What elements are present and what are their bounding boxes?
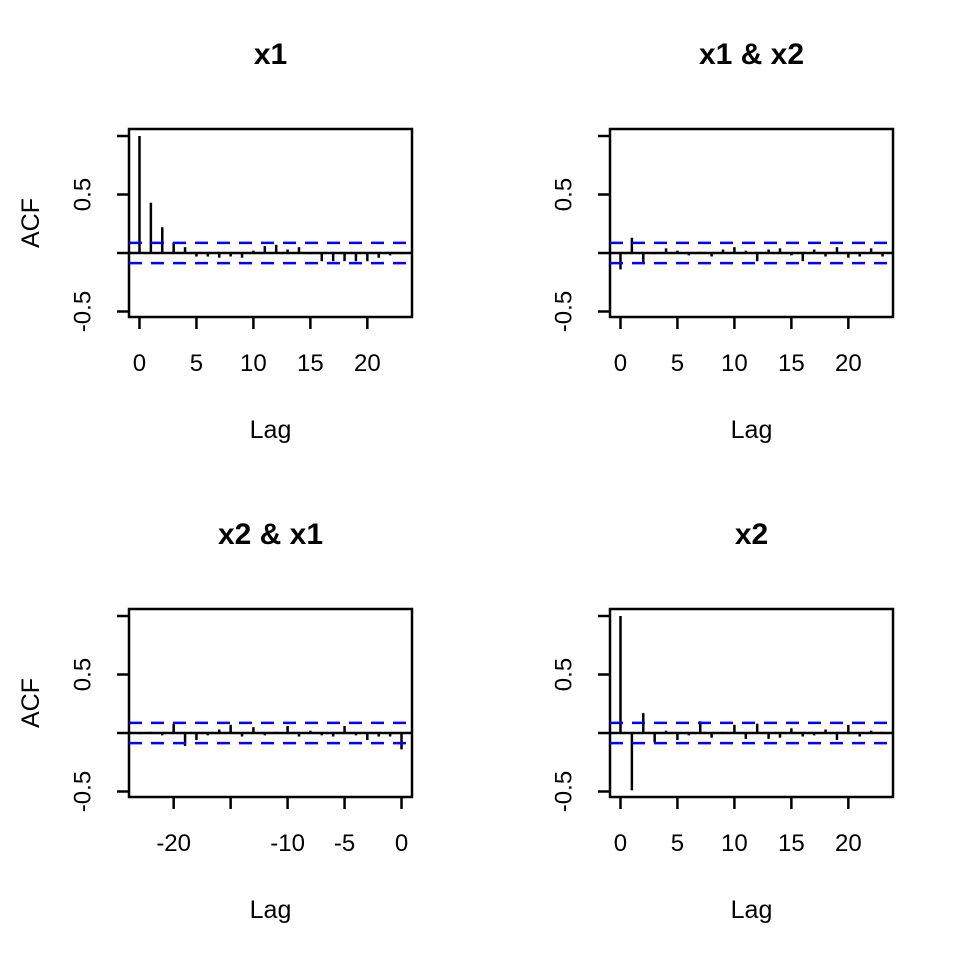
x-tick-label: -5 <box>334 830 355 857</box>
panel-x1-and-x2: 0 5 10 15 20 0.5 -0.5 <box>551 127 895 377</box>
x-tick-label: 0 <box>395 830 408 857</box>
yaxis-label-bottom: ACF <box>17 678 45 728</box>
y-tick-label: -0.5 <box>551 771 578 812</box>
xaxis-label-top-left: Lag <box>249 416 292 444</box>
x-axis: 0 5 10 15 20 <box>133 317 381 377</box>
x-tick-label: 5 <box>190 350 203 377</box>
yaxis-label-top: ACF <box>17 198 45 248</box>
y-axis: 0.5 -0.5 <box>70 614 129 812</box>
y-tick-label: 0.5 <box>551 178 578 211</box>
x-tick-label: 5 <box>671 830 684 857</box>
x-tick-label: 0 <box>614 350 627 377</box>
panel-x2-and-x1: -20 -10 -5 0 0.5 -0.5 <box>70 607 414 857</box>
plot-box <box>127 607 414 799</box>
x-tick-label: 5 <box>671 350 684 377</box>
x-axis: 0 5 10 15 20 <box>614 797 862 857</box>
y-tick-label: 0.5 <box>551 658 578 691</box>
xaxis-label-bottom-left: Lag <box>249 896 292 924</box>
plot-box <box>608 607 895 799</box>
y-tick-label: 0.5 <box>70 658 97 691</box>
y-tick-label: 0.5 <box>70 178 97 211</box>
plot-box <box>608 127 895 319</box>
x-tick-label: -10 <box>270 830 305 857</box>
x-tick-label: 10 <box>240 350 267 377</box>
acf-bars <box>138 136 403 262</box>
x-tick-label: 15 <box>297 350 324 377</box>
acf-bars <box>138 723 403 750</box>
x-axis: 0 5 10 15 20 <box>614 317 862 377</box>
panel-title-x2: x2 <box>734 518 769 551</box>
y-axis: 0.5 -0.5 <box>551 134 610 332</box>
panel-title-x2-x1: x2 & x1 <box>217 518 324 551</box>
plot-box <box>127 127 414 319</box>
x-tick-label: 0 <box>133 350 146 377</box>
x-axis: -20 -10 -5 0 <box>156 797 408 857</box>
y-axis: 0.5 -0.5 <box>551 614 610 812</box>
x-tick-label: 10 <box>721 350 748 377</box>
x-tick-label: 20 <box>354 350 381 377</box>
x-tick-label: -20 <box>156 830 191 857</box>
acf-bars <box>619 237 884 270</box>
xaxis-label-bottom-right: Lag <box>730 896 773 924</box>
x-tick-label: 20 <box>835 830 862 857</box>
y-tick-label: -0.5 <box>70 771 97 812</box>
y-tick-label: -0.5 <box>551 291 578 332</box>
y-tick-label: -0.5 <box>70 291 97 332</box>
panel-title-x1-x2: x1 & x2 <box>698 38 805 71</box>
x-tick-label: 10 <box>721 830 748 857</box>
x-tick-label: 20 <box>835 350 862 377</box>
acf-bars <box>619 616 884 791</box>
xaxis-label-top-right: Lag <box>730 416 773 444</box>
panel-title-x1: x1 <box>253 38 288 71</box>
y-axis: 0.5 -0.5 <box>70 134 129 332</box>
x-tick-label: 15 <box>778 830 805 857</box>
x-tick-label: 15 <box>778 350 805 377</box>
panel-x1: 0 5 10 15 20 0.5 -0.5 <box>70 127 414 377</box>
x-tick-label: 0 <box>614 830 627 857</box>
panel-x2: 0 5 10 15 20 0.5 -0.5 <box>551 607 895 857</box>
